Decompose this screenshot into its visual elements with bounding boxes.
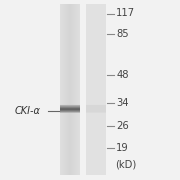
Text: 48: 48 bbox=[116, 70, 129, 80]
Text: 26: 26 bbox=[116, 121, 129, 131]
Bar bbox=[80, 4, 85, 175]
Text: 19: 19 bbox=[116, 143, 129, 153]
Text: 34: 34 bbox=[116, 98, 129, 109]
Text: 117: 117 bbox=[116, 8, 135, 19]
Text: CKI-α: CKI-α bbox=[15, 106, 41, 116]
Text: 85: 85 bbox=[116, 29, 129, 39]
Text: (kD): (kD) bbox=[115, 160, 136, 170]
